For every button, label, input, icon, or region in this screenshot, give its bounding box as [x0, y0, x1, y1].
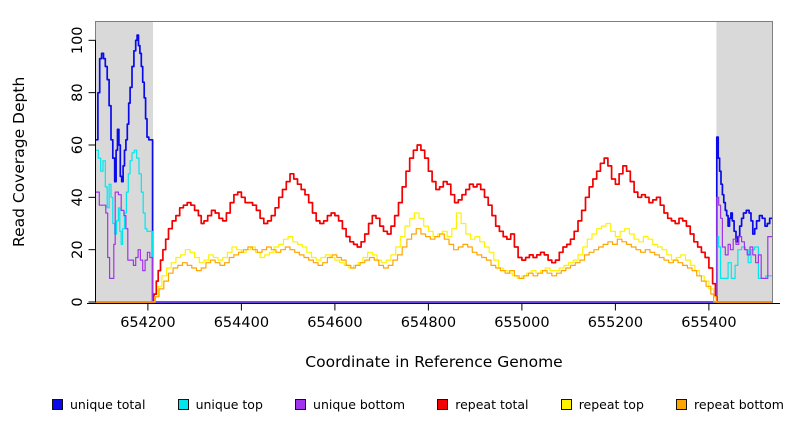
series-repeat-bottom: [96, 228, 772, 303]
y-tick-label: 100: [70, 26, 86, 54]
x-tick-label: 655400: [681, 315, 736, 331]
x-axis-title: Coordinate in Reference Genome: [305, 353, 563, 371]
x-tick-label: 655200: [588, 315, 643, 331]
y-tick-label: 80: [70, 83, 86, 101]
legend: unique total unique top unique bottom repea…: [52, 397, 784, 412]
legend-item-unique-bottom: unique bottom: [295, 397, 405, 412]
legend-label: unique bottom: [313, 397, 406, 412]
legend-swatch-icon: [52, 399, 63, 410]
legend-item-unique-total: unique total: [52, 397, 145, 412]
legend-label: repeat top: [578, 397, 644, 412]
legend-label: repeat total: [455, 397, 529, 412]
legend-swatch-icon: [295, 399, 307, 410]
legend-item-unique-top: unique top: [177, 397, 263, 412]
legend-item-repeat-total: repeat total: [437, 397, 529, 412]
series-repeat-total: [96, 144, 772, 303]
series-unique-bottom: [96, 191, 772, 303]
x-tick-label: 654200: [120, 315, 175, 331]
series-unique-top: [96, 149, 772, 303]
y-tick-label: 20: [70, 240, 86, 258]
plot-border: [95, 21, 773, 303]
legend-swatch-icon: [560, 399, 572, 410]
y-tick-label: 60: [70, 136, 86, 154]
shaded-region: [716, 22, 772, 302]
series-unique-total: [96, 34, 772, 303]
legend-label: repeat bottom: [694, 397, 784, 412]
legend-label: unique top: [195, 397, 263, 412]
x-tick-label: 654800: [401, 315, 456, 331]
y-tick-label: 40: [70, 188, 86, 206]
x-tick-label: 654400: [214, 315, 269, 331]
x-tick-label: 655000: [494, 315, 549, 331]
y-axis-title: Read Coverage Depth: [10, 76, 28, 248]
legend-item-repeat-top: repeat top: [560, 397, 644, 412]
series-repeat-top: [96, 212, 772, 303]
legend-swatch-icon: [437, 399, 449, 410]
legend-label: unique total: [70, 397, 146, 412]
x-tick-label: 654600: [307, 315, 362, 331]
legend-item-repeat-bottom: repeat bottom: [676, 397, 784, 412]
y-tick-label: 0: [70, 297, 86, 306]
legend-swatch-icon: [177, 399, 189, 410]
legend-swatch-icon: [676, 399, 688, 410]
